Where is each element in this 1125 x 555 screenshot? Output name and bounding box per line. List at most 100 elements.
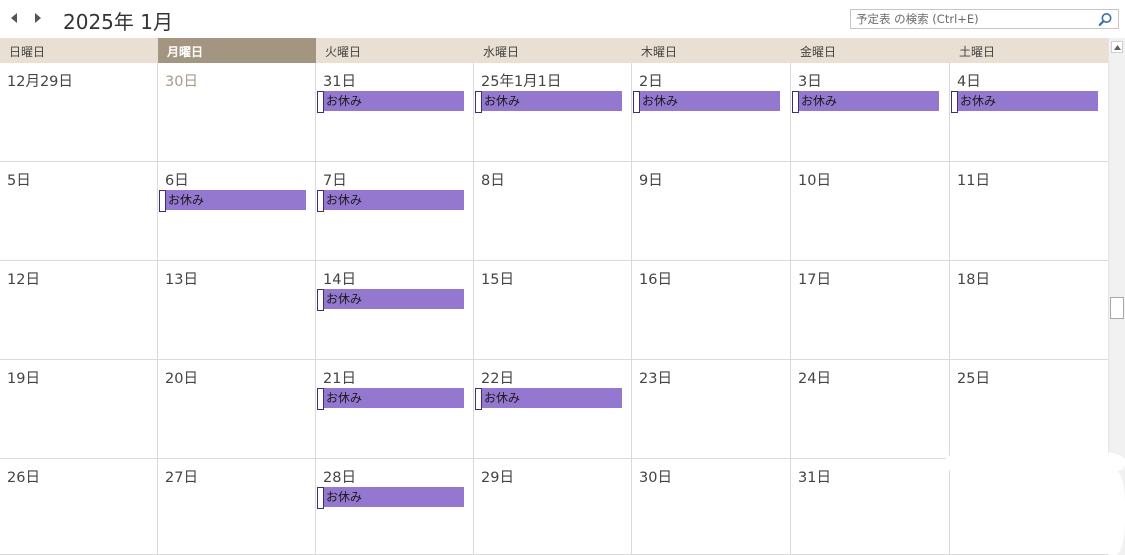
weekday-header-0: 日曜日: [9, 45, 46, 59]
day-number: 10日: [798, 173, 831, 189]
calendar-event[interactable]: お休み: [317, 91, 464, 113]
day-cell[interactable]: 25年1月1日 お休み: [474, 63, 632, 162]
day-number: 24日: [798, 371, 831, 387]
triangle-right-icon: [34, 13, 42, 23]
event-title: お休み: [326, 391, 363, 405]
day-cell[interactable]: 15日: [474, 261, 632, 360]
day-cell[interactable]: 8日: [474, 162, 632, 261]
day-cell[interactable]: 24日: [791, 360, 950, 459]
month-title: 2025年 1月: [63, 10, 173, 34]
day-cell[interactable]: 23日: [632, 360, 791, 459]
day-number: 19日: [7, 371, 40, 387]
day-cell[interactable]: 21日お休み: [316, 360, 474, 459]
day-number: 2日: [639, 74, 663, 90]
day-number: 13日: [165, 272, 198, 288]
day-number: 21日: [323, 371, 356, 387]
day-cell[interactable]: 3日 お休み: [791, 63, 950, 162]
day-number: 14日: [323, 272, 356, 288]
calendar-search-box[interactable]: [850, 9, 1119, 29]
day-number: 11日: [957, 173, 990, 189]
day-cell[interactable]: 4日 お休み: [950, 63, 1108, 162]
prev-month-button[interactable]: [7, 11, 21, 25]
weekday-header: 日曜日 月曜日 火曜日 水曜日 木曜日 金曜日 土曜日: [0, 38, 1108, 63]
calendar-event[interactable]: お休み: [317, 190, 464, 212]
day-number: 12日: [7, 272, 40, 288]
calendar-event[interactable]: お休み: [317, 289, 464, 311]
vertical-scrollbar[interactable]: [1108, 38, 1125, 555]
calendar-event[interactable]: お休み: [317, 487, 464, 509]
next-month-button[interactable]: [31, 11, 45, 25]
event-title: お休み: [326, 490, 363, 504]
day-cell[interactable]: 30日: [632, 459, 791, 555]
day-cell[interactable]: 17日: [791, 261, 950, 360]
day-cell[interactable]: 12月29日: [0, 63, 158, 162]
triangle-left-icon: [10, 13, 18, 23]
day-cell[interactable]: 30日: [158, 63, 316, 162]
calendar-event[interactable]: お休み: [475, 388, 622, 410]
day-cell[interactable]: 6日 お休み: [158, 162, 316, 261]
month-grid: 12月29日 30日 31日 お休み 25年1月1日 お休み 2日 お休み 3日 お休み 4日 お休み…: [0, 63, 1108, 555]
day-number: 4日: [957, 74, 981, 90]
day-cell[interactable]: 13日: [158, 261, 316, 360]
day-cell[interactable]: 26日: [0, 459, 158, 555]
day-cell[interactable]: 19日: [0, 360, 158, 459]
day-cell[interactable]: 29日: [474, 459, 632, 555]
calendar-event[interactable]: お休み: [317, 388, 464, 410]
day-cell[interactable]: 20日: [158, 360, 316, 459]
calendar-event[interactable]: お休み: [633, 91, 780, 113]
day-cell[interactable]: 10日: [791, 162, 950, 261]
day-number: 26日: [7, 470, 40, 486]
day-cell[interactable]: 7日 お休み: [316, 162, 474, 261]
day-cell[interactable]: 28日お休み: [316, 459, 474, 555]
day-cell[interactable]: 5日: [0, 162, 158, 261]
day-cell[interactable]: 12日: [0, 261, 158, 360]
screen-artifact: [945, 448, 1125, 478]
day-number: 3日: [798, 74, 822, 90]
event-title: お休み: [484, 94, 521, 108]
magnifier-icon[interactable]: [1098, 12, 1113, 27]
day-number: 31日: [798, 470, 831, 486]
calendar-event[interactable]: お休み: [159, 190, 306, 212]
weekday-header-3: 水曜日: [483, 45, 520, 59]
day-cell[interactable]: 31日: [791, 459, 950, 555]
day-number: 16日: [639, 272, 672, 288]
day-cell[interactable]: 2日お休み: [632, 63, 791, 162]
day-number: 9日: [639, 173, 663, 189]
day-cell[interactable]: 9日: [632, 162, 791, 261]
weekday-header-2: 火曜日: [325, 45, 362, 59]
event-title: お休み: [642, 94, 679, 108]
day-cell[interactable]: 11日: [950, 162, 1108, 261]
calendar-event[interactable]: お休み: [951, 91, 1098, 113]
day-cell[interactable]: 25日: [950, 360, 1108, 459]
day-number: 25年1月1日: [481, 74, 562, 90]
day-number: 18日: [957, 272, 990, 288]
day-number: 28日: [323, 470, 356, 486]
weekday-header-1: 月曜日: [158, 38, 316, 63]
day-number: 31日: [323, 74, 356, 90]
calendar-event[interactable]: お休み: [792, 91, 939, 113]
day-number: 30日: [165, 74, 198, 90]
scroll-up-button[interactable]: [1111, 41, 1123, 53]
event-title: お休み: [326, 292, 363, 306]
day-cell[interactable]: 18日: [950, 261, 1108, 360]
day-number: 8日: [481, 173, 505, 189]
day-number: 15日: [481, 272, 514, 288]
day-number: 25日: [957, 371, 990, 387]
calendar-toolbar: 2025年 1月: [0, 0, 1125, 38]
triangle-up-icon: [1113, 44, 1121, 50]
day-number: 12月29日: [7, 74, 73, 90]
weekday-header-6: 土曜日: [959, 45, 996, 59]
day-number: 20日: [165, 371, 198, 387]
day-cell[interactable]: 22日 お休み: [474, 360, 632, 459]
day-number: 6日: [165, 173, 189, 189]
calendar-search-input[interactable]: [851, 10, 1089, 28]
event-title: お休み: [484, 391, 521, 405]
scroll-thumb[interactable]: [1110, 297, 1124, 319]
day-cell[interactable]: 27日: [158, 459, 316, 555]
day-cell[interactable]: 16日: [632, 261, 791, 360]
day-cell[interactable]: 14日お休み: [316, 261, 474, 360]
calendar-event[interactable]: お休み: [475, 91, 622, 113]
day-number: 29日: [481, 470, 514, 486]
day-cell[interactable]: 31日 お休み: [316, 63, 474, 162]
